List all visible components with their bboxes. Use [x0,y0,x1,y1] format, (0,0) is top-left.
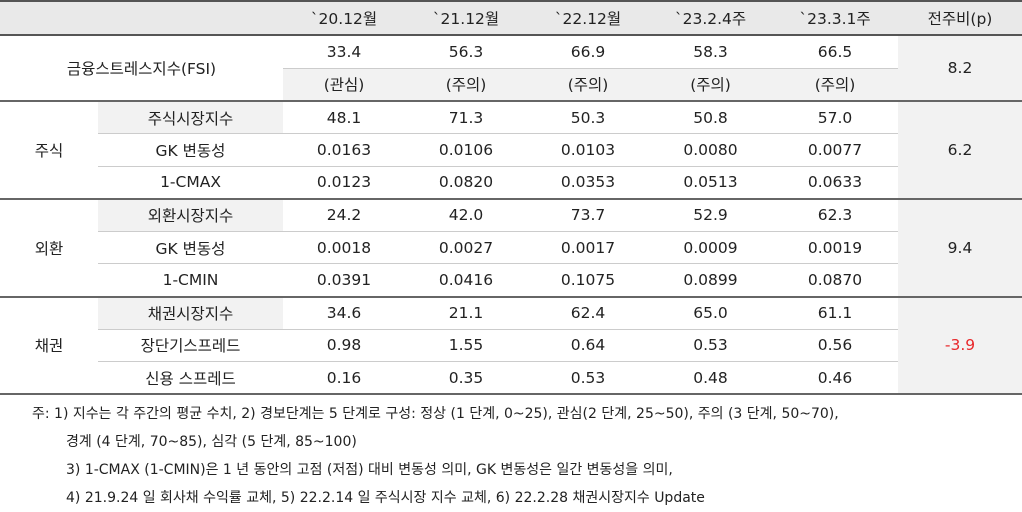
row-label: 1-CMIN [98,263,283,298]
fsi-value-row: 금융스트레스지수(FSI) 33.4 56.3 66.9 58.3 66.5 8… [0,35,1022,102]
cell: 0.0018 [283,231,405,265]
cell: 0.0391 [283,263,405,298]
row-label: 채권시장지수 [98,296,283,330]
table-row: 1-CMAX 0.0123 0.0820 0.0353 0.0513 0.063… [0,166,1022,200]
fsi-change: 8.2 [898,35,1022,102]
table-row: 채권 채권시장지수 34.6 21.1 62.4 65.0 61.1 -3.9 [0,296,1022,396]
fsi-stage: (주의) [527,68,649,102]
cell: 24.2 [283,198,405,232]
table-row: 주식 주식시장지수 48.1 71.3 50.3 50.8 57.0 6.2 [0,101,1022,200]
cell: 0.0019 [772,231,898,265]
cell: 0.0163 [283,133,405,167]
fsi-label: 금융스트레스지수(FSI) [0,35,283,102]
group-name: 채권 [0,296,98,396]
cell: 71.3 [405,101,527,135]
cell: 0.48 [649,361,772,396]
footnotes: 주: 1) 지수는 각 주간의 평균 수치, 2) 경보단계는 5 단계로 구성… [32,400,839,512]
group-name: 주식 [0,101,98,200]
row-label: 신용 스프레드 [98,361,283,396]
row-label: 외환시장지수 [98,198,283,232]
row-label: 주식시장지수 [98,101,283,135]
footnote-line: 경계 (4 단계, 70~85), 심각 (5 단계, 85~100) [66,434,357,450]
fsi-value: 58.3 [649,35,772,69]
cell: 0.0077 [772,133,898,167]
header-col: `21.12월 [405,0,527,36]
header-col: `23.2.4주 [649,0,772,36]
fsi-stage: (관심) [283,68,405,102]
table-row: GK 변동성 0.0163 0.0106 0.0103 0.0080 0.007… [0,133,1022,167]
header-change: 전주비(p) [898,0,1022,36]
fsi-table: `20.12월 `21.12월 `22.12월 `23.2.4주 `23.3.1… [0,0,1022,396]
cell: 62.3 [772,198,898,232]
header-blank [0,0,283,36]
cell: 0.0009 [649,231,772,265]
fsi-value: 33.4 [283,35,405,69]
cell: 0.0416 [405,263,527,298]
table-row: 1-CMIN 0.0391 0.0416 0.1075 0.0899 0.087… [0,263,1022,298]
cell: 50.3 [527,101,649,135]
row-label: 장단기스프레드 [98,329,283,363]
cell: 0.0103 [527,133,649,167]
fsi-value: 66.5 [772,35,898,69]
fsi-stage: (주의) [649,68,772,102]
table-row: 신용 스프레드 0.16 0.35 0.53 0.48 0.46 [0,361,1022,396]
cell: 34.6 [283,296,405,330]
table-row: 장단기스프레드 0.98 1.55 0.64 0.53 0.56 [0,329,1022,363]
cell: 0.56 [772,329,898,363]
cell: 0.98 [283,329,405,363]
cell: 0.0899 [649,263,772,298]
row-label: 1-CMAX [98,166,283,200]
cell: 0.53 [527,361,649,396]
footnote-line: 3) 1-CMAX (1-CMIN)은 1 년 동안의 고점 (저점) 대비 변… [66,462,673,478]
table-row: 외환 외환시장지수 24.2 42.0 73.7 52.9 62.3 9.4 [0,198,1022,298]
footnote-line: 주: 1) 지수는 각 주간의 평균 수치, 2) 경보단계는 5 단계로 구성… [32,406,839,422]
group-change: 9.4 [898,198,1022,298]
table-row: GK 변동성 0.0018 0.0027 0.0017 0.0009 0.001… [0,231,1022,265]
cell: 0.0820 [405,166,527,200]
cell: 21.1 [405,296,527,330]
header-col: `22.12월 [527,0,649,36]
cell: 0.46 [772,361,898,396]
cell: 0.0123 [283,166,405,200]
row-label: GK 변동성 [98,133,283,167]
cell: 48.1 [283,101,405,135]
cell: 0.53 [649,329,772,363]
cell: 65.0 [649,296,772,330]
cell: 0.0017 [527,231,649,265]
cell: 50.8 [649,101,772,135]
header-col: `20.12월 [283,0,405,36]
cell: 57.0 [772,101,898,135]
cell: 52.9 [649,198,772,232]
cell: 0.64 [527,329,649,363]
fsi-value: 66.9 [527,35,649,69]
cell: 0.16 [283,361,405,396]
cell: 61.1 [772,296,898,330]
fsi-stage-row: (관심) (주의) (주의) (주의) (주의) [0,68,1022,102]
fsi-stage: (주의) [772,68,898,102]
cell: 0.0513 [649,166,772,200]
cell: 73.7 [527,198,649,232]
group-change: 6.2 [898,101,1022,200]
cell: 0.0027 [405,231,527,265]
cell: 0.0080 [649,133,772,167]
cell: 0.1075 [527,263,649,298]
header-row: `20.12월 `21.12월 `22.12월 `23.2.4주 `23.3.1… [0,0,1022,36]
row-label: GK 변동성 [98,231,283,265]
cell: 1.55 [405,329,527,363]
cell: 0.0106 [405,133,527,167]
fsi-value: 56.3 [405,35,527,69]
footnote-line: 4) 21.9.24 일 회사채 수익률 교체, 5) 22.2.14 일 주식… [66,490,705,506]
cell: 0.0633 [772,166,898,200]
fsi-stage: (주의) [405,68,527,102]
group-change-negative: -3.9 [898,296,1022,396]
cell: 62.4 [527,296,649,330]
header-col: `23.3.1주 [772,0,898,36]
cell: 0.35 [405,361,527,396]
cell: 42.0 [405,198,527,232]
group-name: 외환 [0,198,98,298]
cell: 0.0353 [527,166,649,200]
cell: 0.0870 [772,263,898,298]
